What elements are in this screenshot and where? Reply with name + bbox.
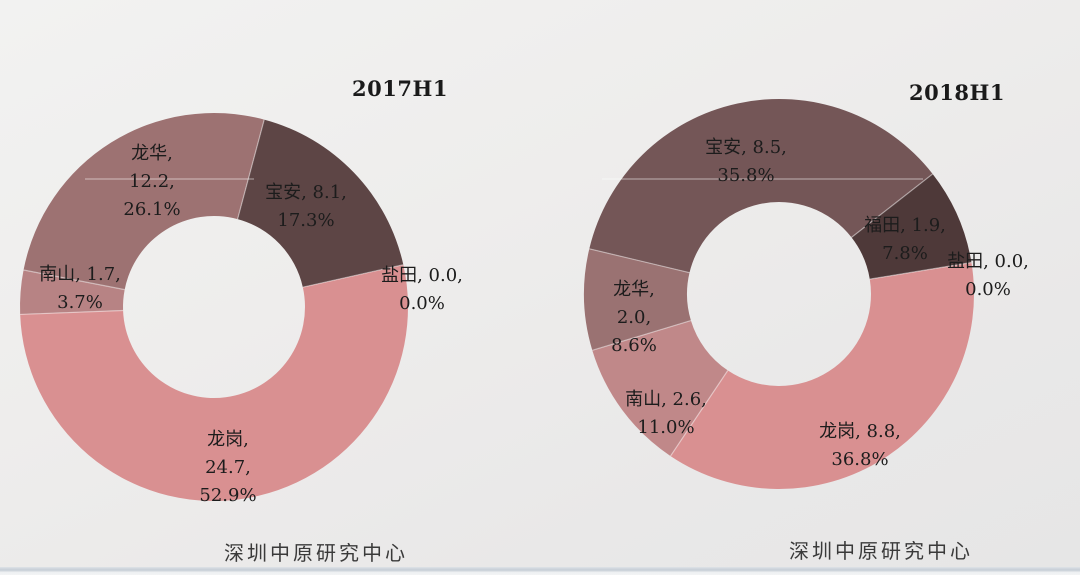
chart-title-2017h1: 2017H1 [352, 76, 448, 101]
source-caption-left: 深圳中原研究中心 [224, 541, 408, 565]
segment-label-龙岗: 龙岗, 24.7, 52.9% [199, 429, 257, 506]
segment-divider-line [851, 173, 934, 238]
donut-segment-宝安 [237, 119, 404, 288]
segment-divider-line [589, 248, 690, 274]
segment-divider-line [302, 264, 404, 288]
donut-chart-2018h1: 2018H1 深圳中原研究中心 福田, 1.9, 7.8% 盐田, 0.0, 0.0%… [540, 0, 1080, 567]
segment-label-南山: 南山, 1.7, 3.7% [39, 264, 121, 313]
segment-label-宝安: 宝安, 8.5, 35.8% [705, 137, 787, 186]
window-bottom-edge [0, 567, 1080, 575]
donut-segment-龙华 [23, 112, 265, 290]
segment-label-龙华: 龙华, 12.2, 26.1% [123, 143, 181, 220]
donut-segment-宝安 [589, 99, 933, 273]
donut-segment-龙岗 [670, 262, 975, 490]
segment-divider-line [869, 261, 972, 280]
segment-label-盐田: 盐田, 0.0, 0.0% [381, 265, 463, 314]
chart-title-2018h1: 2018H1 [909, 80, 1005, 105]
donut-2017h1-svg [20, 112, 409, 502]
segment-divider-line [670, 370, 729, 457]
segment-divider-line [236, 119, 265, 220]
segment-divider-line [20, 309, 124, 316]
segment-label-盐田: 盐田, 0.0, 0.0% [947, 251, 1029, 300]
segment-divider-line [592, 320, 692, 351]
donut-chart-2017h1: 2017H1 深圳中原研究中心 宝安, 8.1, 17.3% 盐田, 0.0, 0.0… [0, 0, 540, 567]
donut-segment-龙岗 [20, 264, 409, 502]
donut-segment-福田 [851, 173, 972, 280]
source-caption-right: 深圳中原研究中心 [789, 539, 973, 563]
segment-label-龙岗: 龙岗, 8.8, 36.8% [819, 421, 901, 470]
donut-segment-龙华 [584, 248, 691, 351]
segment-label-福田: 福田, 1.9, 7.8% [864, 215, 946, 264]
donut-segment-南山 [20, 270, 125, 315]
donut-segment-南山 [592, 320, 728, 456]
donut-2018h1-svg [584, 99, 975, 490]
segment-label-南山: 南山, 2.6, 11.0% [625, 389, 707, 438]
segment-label-龙华: 龙华, 2.0, 8.6% [611, 279, 657, 356]
segment-divider-line [23, 269, 125, 291]
segment-label-宝安: 宝安, 8.1, 17.3% [265, 182, 347, 231]
